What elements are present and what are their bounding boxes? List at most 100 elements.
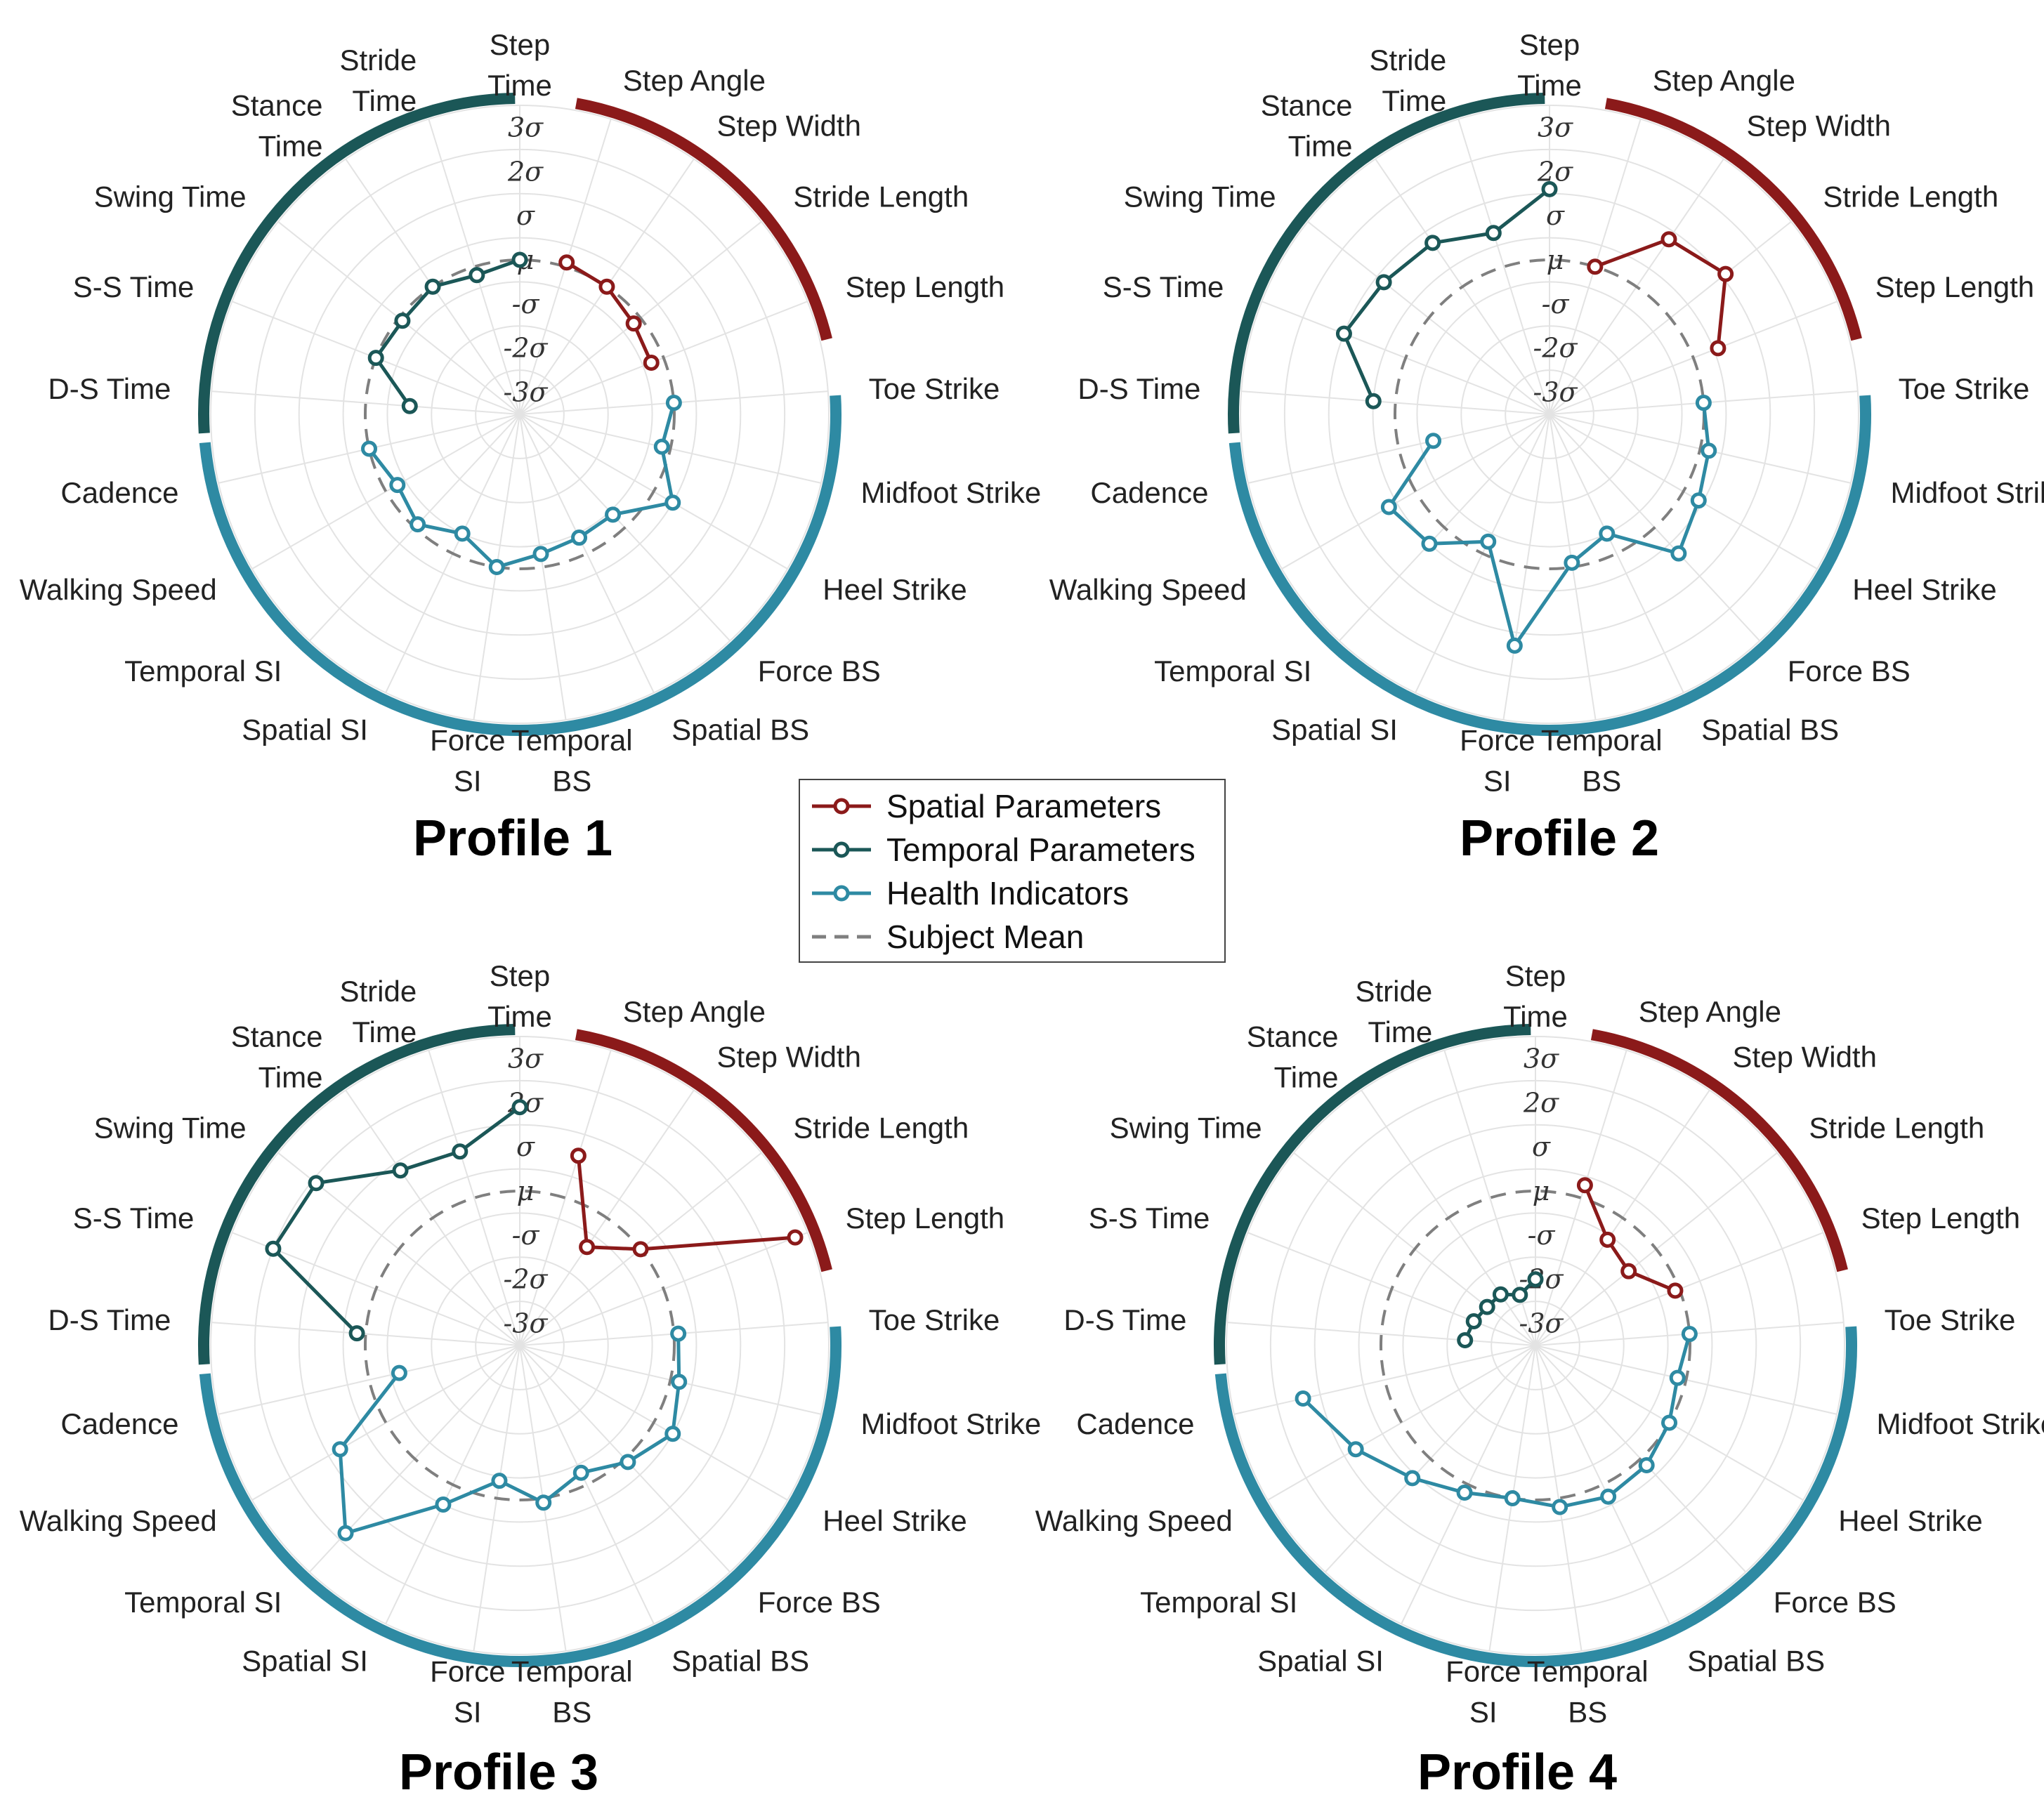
temporal-data-point <box>348 1325 365 1342</box>
health-data-point <box>572 1464 589 1481</box>
axis-label: Time <box>258 1061 323 1094</box>
grid-spoke <box>1241 390 1550 415</box>
health-data-point <box>664 1426 681 1442</box>
axis-label: Temporal <box>511 723 633 756</box>
health-data-point <box>670 1325 687 1342</box>
axis-label: Time <box>352 1015 417 1048</box>
health-data-point <box>1552 1499 1568 1515</box>
axis-label: Time <box>487 1000 552 1033</box>
radial-tick-label: σ <box>516 1131 535 1162</box>
radial-tick-label: -2σ <box>1533 333 1578 364</box>
radial-tick-label: -3σ <box>504 377 549 408</box>
profile-title: Profile 2 <box>1460 810 1659 867</box>
axis-label: Heel Strike <box>1852 573 1996 606</box>
axis-label: Time <box>1517 69 1582 102</box>
grid-spoke <box>211 390 520 415</box>
grid-spoke <box>519 1050 612 1346</box>
health-data-point <box>1690 492 1707 509</box>
health-data-point <box>1600 1488 1617 1505</box>
axis-label: Swing Time <box>94 180 247 213</box>
axis-label: Step Length <box>846 270 1005 303</box>
axis-label: Time <box>1274 1061 1339 1094</box>
axis-label: SI <box>454 764 482 797</box>
health-data-point <box>1456 1485 1473 1501</box>
health-data-point <box>1669 1369 1686 1386</box>
temporal-data-point <box>1365 393 1382 409</box>
axis-label: Stride Length <box>1823 180 1998 213</box>
temporal-series-line <box>271 1105 521 1335</box>
axis-label: Heel Strike <box>823 1504 967 1537</box>
grid-spoke <box>1247 414 1550 484</box>
axis-label: Force <box>1460 723 1535 756</box>
temporal-data-point <box>1465 1313 1482 1330</box>
axis-label: Cadence <box>60 1407 178 1440</box>
axis-label: S-S Time <box>73 270 195 303</box>
axis-label: Stride Length <box>793 180 969 213</box>
spatial-data-point <box>1710 340 1727 357</box>
radial-tick-label: -3σ <box>1519 1308 1564 1339</box>
radial-tick-label: 2σ <box>1523 1087 1559 1118</box>
axis-label: BS <box>552 764 591 797</box>
radial-tick-label: σ <box>516 200 535 231</box>
health-data-point <box>488 559 505 576</box>
health-data-point <box>410 516 426 533</box>
health-data-point <box>1421 535 1438 552</box>
axis-label: Stride Length <box>793 1112 969 1145</box>
axis-label: Temporal <box>511 1654 633 1687</box>
spatial-data-point <box>632 1241 649 1258</box>
axis-label: Spatial SI <box>1271 713 1398 746</box>
axis-label: Time <box>487 69 552 102</box>
axis-label: D-S Time <box>1063 1303 1186 1336</box>
temporal-data-point <box>511 251 528 268</box>
axis-label: SI <box>1469 1695 1498 1728</box>
legend-label: Temporal Parameters <box>886 831 1195 868</box>
axis-label: S-S Time <box>1103 270 1224 303</box>
axis-label: Walking Speed <box>20 573 217 606</box>
radial-tick-label: 3σ <box>1524 1043 1559 1074</box>
health-data-point <box>1564 554 1580 571</box>
axis-label: Temporal <box>1541 723 1663 756</box>
axis-label: Spatial BS <box>671 1645 809 1678</box>
health-data-point <box>571 529 588 546</box>
axis-label: Temporal SI <box>124 654 282 687</box>
health-data-point <box>391 1364 407 1381</box>
spatial-data-point <box>1660 231 1677 248</box>
axis-label: Step <box>1505 959 1566 992</box>
radial-tick-label: -σ <box>512 1220 540 1251</box>
axis-label: Force <box>1446 1654 1521 1687</box>
spatial-data-point <box>787 1229 804 1246</box>
spatial-series-line <box>565 261 653 364</box>
axis-label: Step <box>490 28 550 61</box>
grid-spoke <box>519 1345 655 1624</box>
health-data-point <box>1599 525 1616 542</box>
spatial-group-arc <box>575 1029 832 1272</box>
axis-label: Swing Time <box>1110 1112 1262 1145</box>
temporal-data-point <box>1541 180 1558 197</box>
axis-label: D-S Time <box>48 372 171 405</box>
spatial-data-point <box>1620 1263 1637 1279</box>
grid-spoke <box>519 414 655 693</box>
grid-spoke <box>218 1345 520 1415</box>
axis-label: Midfoot Strike <box>1877 1407 2044 1440</box>
axis-label: BS <box>1568 1695 1607 1728</box>
temporal-data-point <box>394 312 411 329</box>
axis-label: Time <box>1288 130 1353 163</box>
axis-label: Toe Strike <box>869 1303 1000 1336</box>
spatial-data-point <box>598 278 615 295</box>
spatial-data-point <box>1576 1177 1593 1194</box>
health-data-point <box>1661 1414 1678 1431</box>
axis-label: Time <box>1503 1000 1568 1033</box>
axis-label: Toe Strike <box>1885 1303 2016 1336</box>
temporal-series-line <box>374 258 520 407</box>
health-group-arc <box>199 1326 841 1667</box>
temporal-data-point <box>1485 225 1502 242</box>
spatial-series-line <box>576 1155 796 1251</box>
axis-label: Time <box>1382 84 1446 117</box>
subject-mean-circle <box>364 1190 676 1501</box>
spatial-data-point <box>558 254 575 271</box>
axis-label: Step Width <box>717 1041 861 1074</box>
temporal-data-point <box>511 1099 528 1116</box>
health-data-point <box>620 1454 636 1470</box>
health-data-point <box>1638 1456 1655 1473</box>
